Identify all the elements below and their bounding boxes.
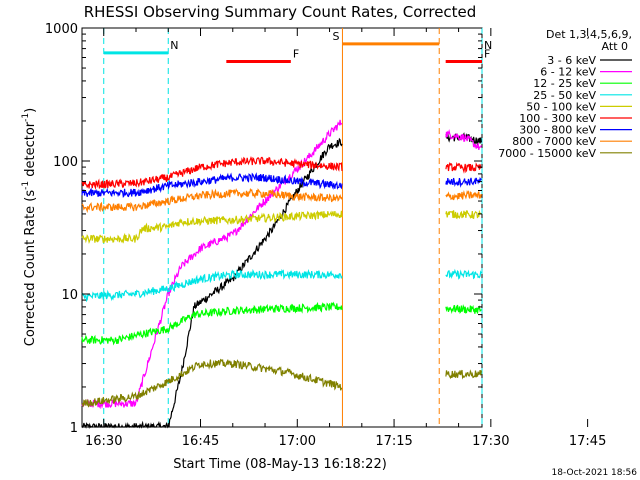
x-tick-label: 17:45 bbox=[569, 434, 606, 449]
y-axis-label-sup2: -1 bbox=[21, 113, 31, 122]
flag-label-S: S bbox=[332, 30, 339, 43]
y-axis-label-main: Corrected Count Rate (s bbox=[23, 190, 38, 347]
flag-label-F: F bbox=[484, 47, 490, 60]
plot-frame bbox=[81, 27, 483, 428]
y-axis: 1 10 100 1000 bbox=[45, 22, 482, 436]
y-axis-label-sup1: -1 bbox=[21, 181, 31, 190]
x-tick-label: 17:00 bbox=[279, 434, 316, 449]
plot-timestamp: 18-Oct-2021 18:56 bbox=[552, 468, 638, 478]
x-tick-label: 17:30 bbox=[472, 434, 509, 449]
series-line bbox=[81, 119, 482, 410]
y-tick-label: 10 bbox=[61, 288, 78, 303]
flag-label-N: N bbox=[484, 39, 492, 52]
chart-title: RHESSI Observing Summary Count Rates, Co… bbox=[84, 3, 477, 21]
y-tick-label: 1000 bbox=[45, 22, 78, 37]
legend-label: 3 - 6 keV bbox=[547, 54, 596, 67]
legend-title-detectors: Det 1,3,4,5,6,9, bbox=[546, 28, 632, 41]
x-tick-label: 16:45 bbox=[182, 434, 219, 449]
x-tick-label: 16:30 bbox=[85, 434, 122, 449]
y-axis-label-mid: detector bbox=[23, 121, 38, 181]
legend-label: 6 - 12 keV bbox=[540, 66, 596, 79]
series-line bbox=[81, 268, 482, 303]
y-tick-label: 100 bbox=[53, 155, 78, 170]
series-line bbox=[81, 209, 482, 244]
series-line bbox=[81, 155, 482, 190]
series-line bbox=[81, 301, 482, 346]
legend-label: 25 - 50 keV bbox=[533, 89, 596, 102]
legend-label: 7000 - 15000 keV bbox=[498, 147, 596, 160]
x-tick-label: 17:15 bbox=[375, 434, 412, 449]
y-axis-label: Corrected Count Rate (s-1 detector-1) bbox=[21, 108, 38, 346]
legend-label: 300 - 800 keV bbox=[519, 124, 596, 137]
flag-label-F: F bbox=[293, 47, 299, 60]
legend-label: 800 - 7000 keV bbox=[512, 135, 596, 148]
y-axis-label-end: ) bbox=[23, 108, 38, 113]
series-line bbox=[81, 187, 482, 214]
series-line bbox=[81, 172, 482, 199]
legend-label: 100 - 300 keV bbox=[519, 112, 596, 125]
legend-title-attenuator: Att 0 bbox=[602, 40, 628, 53]
flags-layer: N NF FS bbox=[103, 28, 492, 427]
series-line bbox=[81, 358, 482, 408]
legend-label: 12 - 25 keV bbox=[533, 77, 596, 90]
series-layer bbox=[81, 119, 482, 430]
flag-label-N: N bbox=[170, 39, 178, 52]
x-axis-label: Start Time (08-May-13 16:18:22) bbox=[173, 457, 387, 472]
x-axis: 16:30 16:45 17:00 17:15 17:30 17:45 bbox=[85, 28, 606, 449]
y-tick-label: 1 bbox=[70, 421, 78, 436]
legend-label: 50 - 100 keV bbox=[526, 100, 596, 113]
